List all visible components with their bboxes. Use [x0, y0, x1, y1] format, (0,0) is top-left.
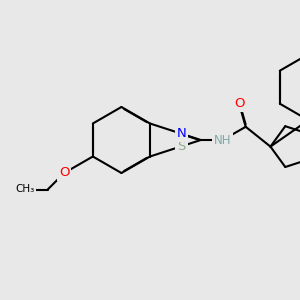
Text: O: O	[59, 167, 70, 179]
Text: S: S	[177, 140, 186, 153]
Text: O: O	[234, 97, 244, 110]
Text: NH: NH	[214, 134, 231, 146]
Text: N: N	[176, 127, 186, 140]
Text: CH₃: CH₃	[15, 184, 34, 194]
